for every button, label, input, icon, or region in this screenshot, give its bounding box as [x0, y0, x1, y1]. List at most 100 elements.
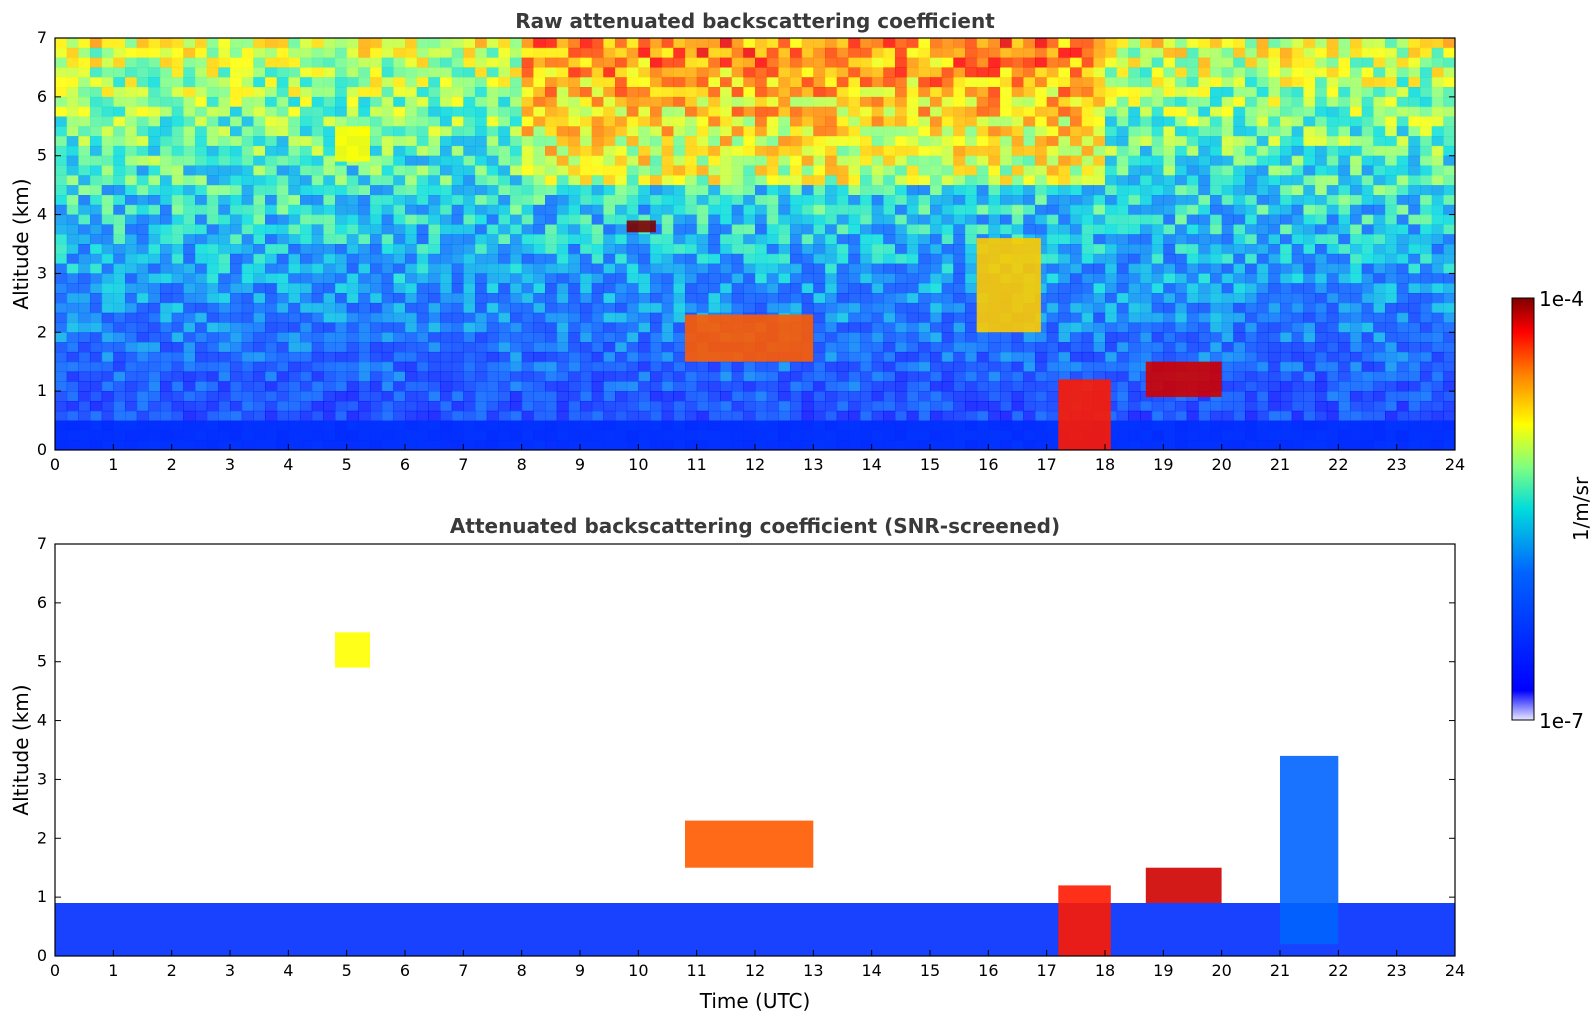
heatmap-cell: [1303, 87, 1316, 98]
heatmap-cell: [1385, 145, 1398, 157]
heatmap-cell: [171, 312, 184, 324]
heatmap-cell: [1140, 57, 1153, 68]
heatmap-cell: [1151, 322, 1164, 333]
heatmap-cell: [230, 312, 243, 324]
heatmap-cell: [1280, 77, 1293, 88]
heatmap-cell: [66, 77, 79, 88]
heatmap-cell: [113, 57, 126, 68]
heatmap-cell: [1420, 371, 1433, 382]
heatmap-cell: [125, 224, 138, 235]
heatmap-cell: [78, 224, 91, 235]
heatmap-cell: [195, 361, 208, 373]
heatmap-cell: [300, 67, 313, 78]
heatmap-cell: [848, 371, 861, 382]
heatmap-cell: [241, 214, 254, 225]
heatmap-cell: [405, 293, 418, 304]
heatmap-cell: [160, 224, 173, 235]
heatmap-cell: [1315, 47, 1328, 59]
heatmap-cell: [230, 96, 243, 108]
heatmap-cell: [988, 361, 1001, 373]
heatmap-cell: [731, 116, 744, 127]
heatmap-cell: [416, 67, 429, 78]
heatmap-cell: [1361, 38, 1374, 49]
heatmap-cell: [883, 342, 896, 353]
heatmap-cell: [988, 57, 1001, 68]
heatmap-cell: [113, 263, 126, 274]
heatmap-cell: [335, 381, 348, 392]
heatmap-cell: [976, 224, 989, 235]
heatmap-cell: [1245, 155, 1258, 167]
heatmap-cell: [463, 244, 476, 255]
heatmap-cell: [125, 391, 138, 402]
heatmap-cell: [183, 204, 196, 216]
heatmap-cell: [451, 155, 464, 167]
heatmap-cell: [766, 410, 779, 422]
heatmap-cell: [288, 136, 301, 147]
heatmap-cell: [1221, 322, 1234, 333]
heatmap-cell: [206, 155, 219, 167]
heatmap-cell: [1128, 253, 1141, 265]
heatmap-cell: [1151, 165, 1164, 176]
heatmap-cell: [1093, 322, 1106, 333]
heatmap-cell: [930, 204, 943, 216]
heatmap-cell: [1431, 244, 1444, 255]
heatmap-cell: [1268, 244, 1281, 255]
heatmap-cell: [451, 204, 464, 216]
heatmap-cell: [755, 77, 768, 88]
heatmap-cell: [405, 96, 418, 108]
heatmap-cell: [393, 293, 406, 304]
heatmap-cell: [475, 87, 488, 98]
heatmap-cell: [1315, 283, 1328, 294]
heatmap-cell: [1256, 195, 1269, 206]
heatmap-cell: [1186, 175, 1199, 186]
heatmap-cell: [346, 106, 359, 118]
heatmap-cell: [358, 401, 371, 412]
heatmap-cell: [965, 234, 978, 245]
heatmap-cell: [1373, 57, 1386, 68]
heatmap-cell: [253, 38, 266, 49]
heatmap-cell: [895, 185, 908, 196]
heatmap-cell: [533, 57, 546, 68]
heatmap-cell: [1023, 342, 1036, 353]
heatmap-cell: [1326, 253, 1339, 265]
heatmap-cell: [475, 116, 488, 127]
heatmap-cell: [300, 302, 313, 314]
heatmap-cell: [300, 332, 313, 343]
heatmap-cell: [685, 106, 698, 118]
heatmap-cell: [510, 47, 523, 59]
heatmap-cell: [778, 381, 791, 392]
heatmap-cell: [906, 136, 919, 147]
heatmap-cell: [101, 165, 114, 176]
heatmap-cell: [626, 322, 639, 333]
heatmap-cell: [708, 47, 721, 59]
heatmap-cell: [1245, 312, 1258, 324]
heatmap-cell: [591, 263, 604, 274]
heatmap-cell: [148, 165, 161, 176]
heatmap-cell: [125, 401, 138, 412]
heatmap-cell: [941, 195, 954, 206]
heatmap-cell: [1000, 116, 1013, 127]
heatmap-cell: [1385, 253, 1398, 265]
heatmap-cell: [78, 145, 91, 157]
heatmap-cell: [1186, 293, 1199, 304]
heatmap-cell: [953, 77, 966, 88]
heatmap-cell: [1081, 253, 1094, 265]
heatmap-cell: [78, 195, 91, 206]
heatmap-cell: [428, 116, 441, 127]
heatmap-cell: [1000, 106, 1013, 118]
heatmap-cell: [486, 145, 499, 157]
heatmap-cell: [428, 145, 441, 157]
heatmap-cell: [1198, 136, 1211, 147]
heatmap-cell: [323, 283, 336, 294]
heatmap-cell: [661, 87, 674, 98]
heatmap-cell: [183, 312, 196, 324]
heatmap-cell: [101, 351, 114, 363]
heatmap-cell: [545, 87, 558, 98]
heatmap-cell: [976, 116, 989, 127]
heatmap-cell: [1361, 273, 1374, 284]
heatmap-cell: [953, 204, 966, 216]
heatmap-cell: [1128, 293, 1141, 304]
heatmap-cell: [801, 361, 814, 373]
heatmap-cell: [66, 126, 79, 137]
heatmap-cell: [463, 47, 476, 59]
